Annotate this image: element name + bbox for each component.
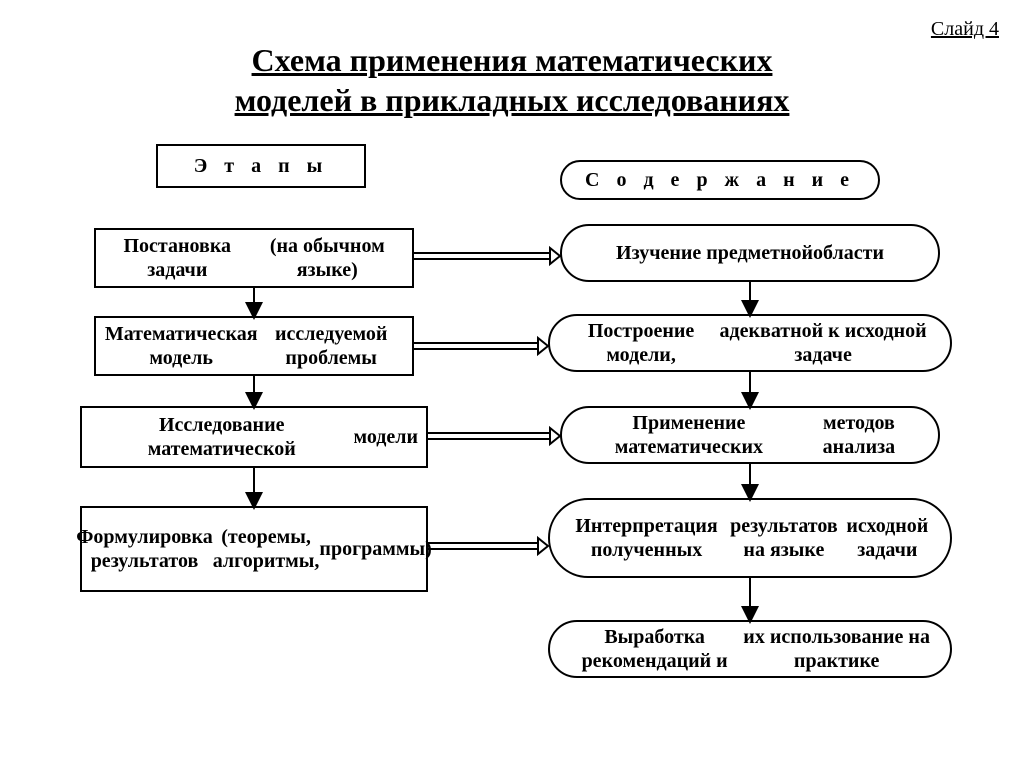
content-box-line: исходной задачи [843, 514, 932, 562]
content-box: Применение математическихметодов анализа [560, 406, 940, 464]
stage-box: Формулировка результатов(теоремы, алгори… [80, 506, 428, 592]
content-box-line: их использование на практике [741, 625, 932, 673]
title-line-1: Схема применения математических [252, 42, 773, 78]
content-box-line: Построение модели, [568, 319, 714, 367]
content-box-line: Применение математических [580, 411, 798, 459]
stage-box-line: исследуемой проблемы [258, 322, 404, 370]
content-box: Построение модели,адекватной к исходной … [548, 314, 952, 372]
contents-header: С о д е р ж а н и е [560, 160, 880, 200]
stage-box-line: Математическая модель [104, 322, 258, 370]
stage-box-line: (теоремы, алгоритмы, [213, 525, 320, 573]
stage-box: Постановка задачи(на обычном языке) [94, 228, 414, 288]
stage-box-line: модели [353, 425, 418, 449]
content-box-line: Интерпретация полученных [568, 514, 725, 562]
stage-box-line: (на обычном языке) [251, 234, 404, 282]
content-box: Интерпретация полученныхрезультатов на я… [548, 498, 952, 578]
stage-box-line: Формулировка результатов [76, 525, 213, 573]
stages-header: Э т а п ы [156, 144, 366, 188]
stage-box: Исследование математическоймодели [80, 406, 428, 468]
content-box: Выработка рекомендаций иих использование… [548, 620, 952, 678]
stage-box-line: Постановка задачи [104, 234, 251, 282]
content-box-line: Выработка рекомендаций и [568, 625, 741, 673]
stage-box-line: Исследование математической [90, 413, 353, 461]
content-box-line: методов анализа [798, 411, 920, 459]
slide-number: Слайд 4 [931, 18, 999, 41]
stage-box-line: программы) [319, 537, 431, 561]
content-box-line: адекватной к исходной задаче [714, 319, 932, 367]
stage-box: Математическая модельисследуемой проблем… [94, 316, 414, 376]
content-box-line: Изучение предметной [616, 241, 813, 265]
content-box-line: результатов на языке [725, 514, 843, 562]
content-box-line: области [813, 241, 884, 265]
contents-header-label: С о д е р ж а н и е [585, 168, 855, 192]
page-title: Схема применения математических моделей … [0, 40, 1024, 120]
title-line-2: моделей в прикладных исследованиях [235, 82, 790, 118]
stages-header-label: Э т а п ы [194, 154, 329, 178]
content-box: Изучение предметнойобласти [560, 224, 940, 282]
